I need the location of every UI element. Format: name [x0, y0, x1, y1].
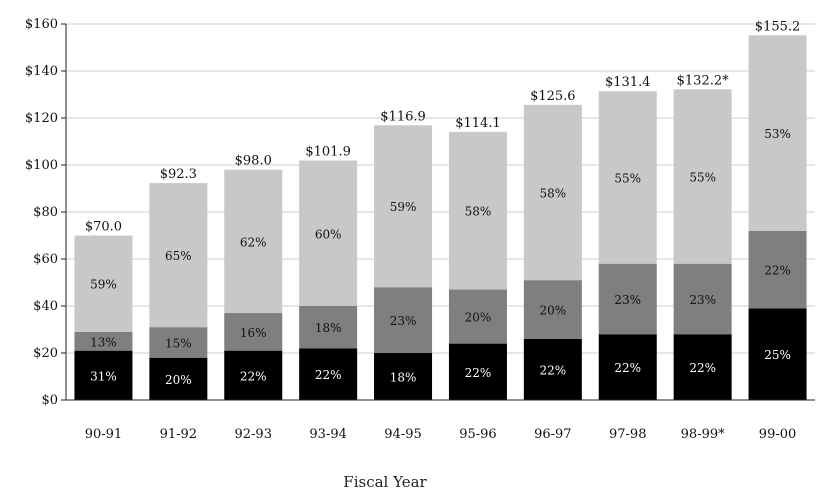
bar-total-label: $132.2* — [677, 73, 729, 88]
bar-segment — [149, 357, 208, 400]
x-tick-label: 95-96 — [459, 427, 496, 442]
x-tick-label: 92-93 — [235, 427, 272, 442]
y-tick-label: $40 — [33, 299, 58, 314]
y-tick-label: $80 — [33, 205, 58, 220]
y-axis: $0 $20 $40 $60 $80 $100 $120 $140 $160 — [25, 17, 67, 408]
bar-total-label: $114.1 — [455, 116, 501, 131]
bar-total-label: $70.0 — [85, 220, 122, 235]
bar-segment — [74, 350, 133, 400]
segment-label: 22% — [540, 363, 567, 377]
bar-segment — [673, 89, 732, 264]
y-tick-label: $60 — [33, 252, 58, 267]
segment-label: 65% — [165, 249, 192, 263]
segment-label: 59% — [390, 200, 417, 214]
segment-label: 22% — [315, 368, 342, 382]
bar-total-label: $116.9 — [380, 109, 426, 124]
y-tick-label: $0 — [41, 393, 58, 408]
segment-label: 62% — [240, 235, 267, 249]
segment-label: 55% — [689, 171, 716, 185]
bar-segment — [598, 91, 657, 264]
segment-label: 59% — [90, 278, 117, 292]
segment-label: 20% — [540, 304, 567, 318]
segment-label: 13% — [90, 335, 117, 349]
x-tick-label: 90-91 — [85, 427, 122, 442]
bar-segment — [448, 289, 507, 344]
bar-segment — [448, 131, 507, 290]
x-tick-label: 94-95 — [384, 427, 421, 442]
y-tick-label: $120 — [25, 111, 58, 126]
y-tick-label: $160 — [25, 17, 58, 32]
segment-label: 55% — [614, 171, 641, 185]
segment-label: 18% — [315, 321, 342, 335]
bar-segment — [374, 125, 433, 288]
bar-segment — [224, 313, 283, 351]
y-tick-label: $140 — [25, 64, 58, 79]
bar-segment — [598, 334, 657, 400]
bar-segment — [224, 169, 283, 314]
bar-total-label: $92.3 — [160, 167, 197, 182]
y-tick-label: $100 — [25, 158, 58, 173]
x-tick-label: 98-99* — [681, 427, 725, 442]
x-tick-label: 96-97 — [534, 427, 571, 442]
bar-segment — [673, 334, 732, 400]
x-tick-label: 93-94 — [309, 427, 346, 442]
y-tick-label: $20 — [33, 346, 58, 361]
x-axis-label: Fiscal Year — [343, 473, 427, 491]
x-tick-label: 99-00 — [759, 427, 796, 442]
bar-segment — [299, 306, 358, 349]
segment-label: 53% — [764, 127, 791, 141]
bar-total-label: $101.9 — [305, 145, 351, 160]
bar-segment — [448, 343, 507, 400]
bar-segment — [598, 263, 657, 335]
bar-total-label: $131.4 — [605, 75, 651, 90]
segment-label: 23% — [390, 314, 417, 328]
segment-label: 18% — [390, 371, 417, 385]
bars: 31% 13% 59% $70.0 20% 15% 65% $92.3 22% 16% 62% $98… — [74, 19, 807, 400]
segment-label: 22% — [689, 361, 716, 375]
bar-segment — [748, 308, 807, 400]
bar-segment — [748, 35, 807, 231]
segment-label: 20% — [165, 373, 192, 387]
segment-label: 16% — [240, 326, 267, 340]
x-tick-label: 91-92 — [160, 427, 197, 442]
bar-segment — [523, 104, 582, 281]
bar-total-label: $125.6 — [530, 89, 576, 104]
segment-label: 23% — [689, 293, 716, 307]
segment-label: 23% — [614, 293, 641, 307]
segment-label: 15% — [165, 336, 192, 350]
bar-segment — [523, 280, 582, 339]
bar-segment — [523, 338, 582, 400]
bar-segment — [149, 327, 208, 358]
x-tick-label: 97-98 — [609, 427, 646, 442]
segment-label: 58% — [465, 205, 492, 219]
bar-segment — [299, 348, 358, 400]
bar-segment — [374, 353, 433, 400]
bar-segment — [374, 287, 433, 353]
segment-label: 22% — [764, 264, 791, 278]
segment-label: 22% — [614, 361, 641, 375]
bar-total-label: $155.2 — [755, 19, 801, 34]
bar-total-label: $98.0 — [235, 154, 272, 169]
segment-label: 25% — [764, 348, 791, 362]
segment-label: 58% — [540, 186, 567, 200]
bar-segment — [149, 183, 208, 328]
segment-label: 20% — [465, 311, 492, 325]
bar-segment — [673, 263, 732, 335]
bar-segment — [224, 350, 283, 400]
bar-segment — [74, 331, 133, 351]
segment-label: 31% — [90, 369, 117, 383]
segment-label: 60% — [315, 227, 342, 241]
bar-segment — [748, 230, 807, 309]
bar-segment — [299, 160, 358, 306]
bar-segment — [74, 235, 133, 332]
segment-label: 22% — [240, 369, 267, 383]
x-axis: 90-91 91-92 92-93 93-94 94-95 95-96 96-97 97-98… — [66, 399, 815, 442]
segment-label: 22% — [465, 366, 492, 380]
